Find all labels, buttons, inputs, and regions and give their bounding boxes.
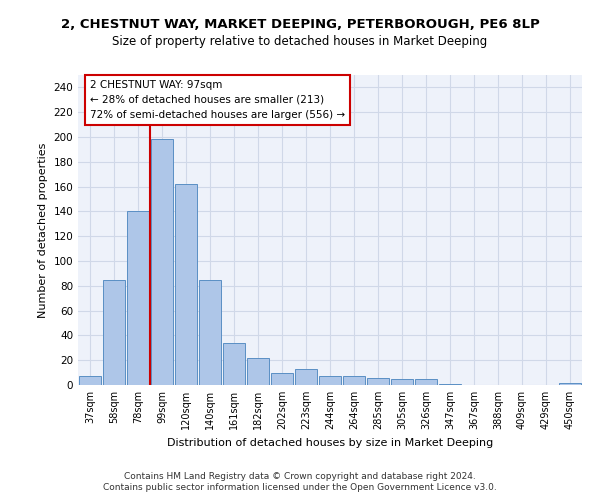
Bar (367, 378, 389, 385)
Text: Contains public sector information licensed under the Open Government Licence v3: Contains public sector information licen… (103, 484, 497, 492)
Bar (175, 184, 197, 385)
Bar (343, 376, 365, 385)
Bar (295, 369, 317, 385)
Bar (151, 140, 173, 385)
Bar (79, 376, 101, 385)
Bar (439, 384, 461, 385)
Text: 2, CHESTNUT WAY, MARKET DEEPING, PETERBOROUGH, PE6 8LP: 2, CHESTNUT WAY, MARKET DEEPING, PETERBO… (61, 18, 539, 30)
Bar (559, 382, 581, 385)
Bar (415, 379, 437, 385)
Y-axis label: Number of detached properties: Number of detached properties (38, 142, 48, 318)
Bar (103, 280, 125, 385)
Text: Contains HM Land Registry data © Crown copyright and database right 2024.: Contains HM Land Registry data © Crown c… (124, 472, 476, 481)
X-axis label: Distribution of detached houses by size in Market Deeping: Distribution of detached houses by size … (167, 438, 493, 448)
Bar (199, 280, 221, 385)
Text: 2 CHESTNUT WAY: 97sqm
← 28% of detached houses are smaller (213)
72% of semi-det: 2 CHESTNUT WAY: 97sqm ← 28% of detached … (90, 80, 345, 120)
Bar (247, 358, 269, 385)
Bar (319, 376, 341, 385)
Bar (127, 212, 149, 385)
Text: Size of property relative to detached houses in Market Deeping: Size of property relative to detached ho… (112, 35, 488, 48)
Bar (223, 343, 245, 385)
Bar (271, 372, 293, 385)
Bar (391, 379, 413, 385)
